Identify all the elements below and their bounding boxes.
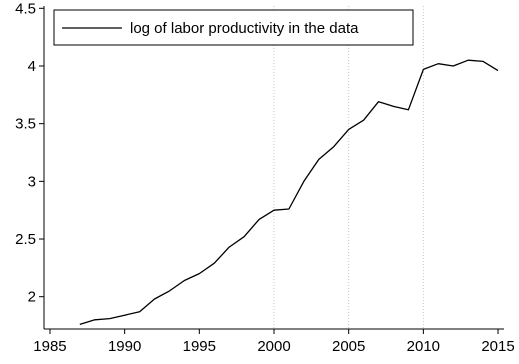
y-tick-label: 3 bbox=[28, 173, 36, 190]
y-axis-ticks: 2 2.5 3 3.5 4 4.5 bbox=[15, 0, 44, 306]
x-tick-label: 2010 bbox=[407, 338, 440, 355]
y-tick-label: 2.5 bbox=[15, 231, 36, 248]
x-tick-label: 2015 bbox=[481, 338, 514, 355]
x-axis-ticks: 1985 1990 1995 2000 2005 2010 2015 bbox=[33, 329, 515, 355]
series-line-labor-productivity bbox=[79, 59, 499, 326]
x-tick-label: 2005 bbox=[332, 338, 365, 355]
x-tick-label: 2000 bbox=[257, 338, 290, 355]
legend: log of labor productivity in the data bbox=[53, 9, 414, 46]
x-tick-label: 1985 bbox=[33, 338, 66, 355]
gridlines bbox=[273, 6, 424, 329]
x-tick-label: 1990 bbox=[108, 338, 141, 355]
y-tick-label: 4 bbox=[28, 58, 36, 75]
y-tick-label: 2 bbox=[28, 289, 36, 306]
y-tick-label: 4.5 bbox=[15, 0, 36, 17]
x-tick-label: 1995 bbox=[183, 338, 216, 355]
legend-label: log of labor productivity in the data bbox=[130, 20, 359, 37]
y-tick-label: 3.5 bbox=[15, 116, 36, 133]
